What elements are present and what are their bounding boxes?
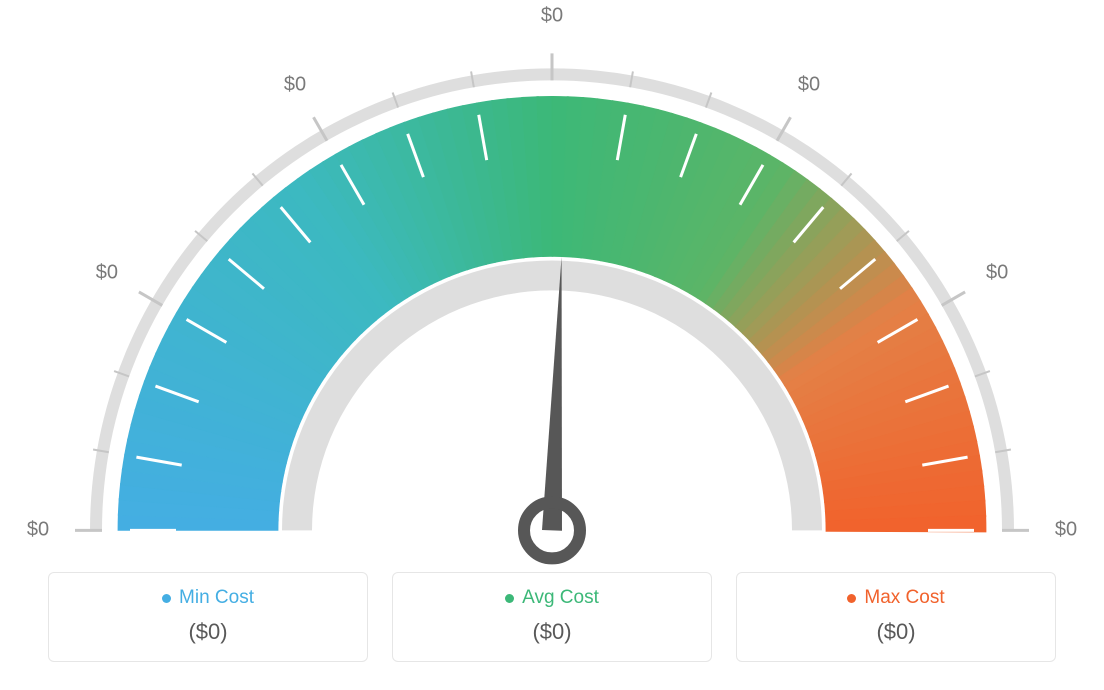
legend-card: Max Cost ($0) (736, 572, 1056, 662)
legend-dot (847, 594, 856, 603)
legend-value: ($0) (749, 619, 1043, 645)
gauge-tick-label: $0 (96, 262, 118, 285)
legend-card: Min Cost ($0) (48, 572, 368, 662)
legend-dot (505, 594, 514, 603)
legend-label: Min Cost (179, 587, 254, 609)
legend-card: Avg Cost ($0) (392, 572, 712, 662)
gauge-tick-label: $0 (1055, 519, 1077, 542)
gauge-tick-label: $0 (541, 5, 563, 28)
gauge-svg (0, 20, 1104, 610)
legend-label: Avg Cost (522, 587, 599, 609)
gauge-chart: $0 $0 $0 $0 $0 $0 $0 (0, 0, 1104, 560)
legend-row: Min Cost ($0) Avg Cost ($0) Max Cost ($0) (0, 572, 1104, 662)
gauge-tick-label: $0 (798, 74, 820, 97)
legend-value: ($0) (405, 619, 699, 645)
gauge-tick-label: $0 (986, 262, 1008, 285)
gauge-tick-label: $0 (27, 519, 49, 542)
legend-dot (162, 594, 171, 603)
legend-value: ($0) (61, 619, 355, 645)
legend-label: Max Cost (864, 587, 944, 609)
gauge-tick-label: $0 (284, 74, 306, 97)
